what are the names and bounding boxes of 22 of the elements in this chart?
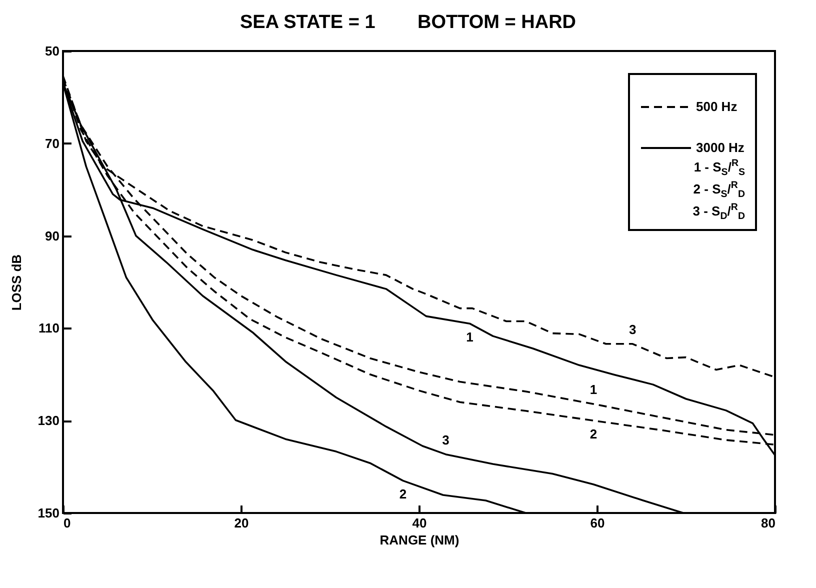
y-tick-label: 130 <box>38 413 60 428</box>
chart-title: SEA STATE = 1 BOTTOM = HARD <box>238 12 578 34</box>
annotation: 3 <box>628 322 636 337</box>
y-tick-label: 110 <box>38 320 60 336</box>
annotation: 3 <box>442 432 450 448</box>
x-tick-label: 60 <box>590 516 605 530</box>
legend-label: 500 Hz <box>696 99 738 114</box>
x-tick-label: 0 <box>64 516 71 530</box>
x-tick-label: 40 <box>412 516 427 530</box>
x-tick-label: 20 <box>234 516 249 530</box>
x-tick-label: 80 <box>761 516 776 530</box>
annotation: 2 <box>399 486 407 502</box>
annotation: 2 <box>590 426 598 442</box>
y-tick-label: 150 <box>38 506 60 520</box>
y-tick-label: 70 <box>45 136 60 151</box>
annotation: 1 <box>466 330 474 345</box>
x-axis-title: RANGE (NM) <box>380 532 460 548</box>
y-tick-label: 90 <box>45 228 60 244</box>
y-tick-label: 50 <box>45 44 60 58</box>
annotation: 1 <box>590 382 598 397</box>
legend-label: 3000 Hz <box>696 140 745 155</box>
y-axis-title: LOSS dB <box>8 254 24 311</box>
